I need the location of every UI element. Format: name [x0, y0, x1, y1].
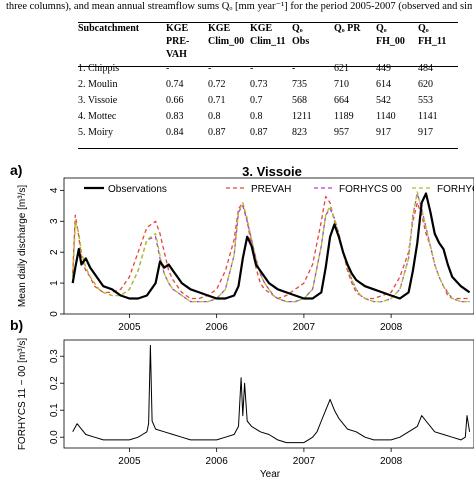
- table-cell-value: 1141: [418, 111, 438, 122]
- legend-label-prevah: PREVAH: [251, 184, 291, 195]
- table-cell-value: 664: [334, 95, 349, 106]
- table-cell-value: 917: [418, 127, 433, 138]
- panel-a-ytick-label: 3: [49, 218, 60, 224]
- table-row: 3. Vissoie 0.66 0.71 0.7 568 664 542 553: [78, 93, 458, 109]
- panel-b-axes: 2005 2006 2007 2008 0.0 0.1 0.2 0.3: [49, 349, 403, 467]
- table-cell-value: 621: [334, 63, 349, 74]
- table-row: 2. Moulin 0.74 0.72 0.73 735 710 614 620: [78, 77, 458, 93]
- panel-a-xtick-label: 2006: [206, 322, 229, 333]
- panel-b-xtick-label: 2005: [118, 456, 141, 467]
- panel-a-legend: Observations PREVAH FORHYCS 00 FORHYCS 1…: [84, 184, 474, 195]
- panel-b-series-forhycs-11-00: [72, 344, 471, 444]
- table-cell-value: 0.84: [166, 127, 184, 138]
- table-cell-value: -: [250, 63, 254, 74]
- table-top-rule: [78, 22, 458, 23]
- panel-b-frame: [63, 339, 474, 449]
- table-cell-value: 1211: [292, 111, 312, 122]
- panel-a-series-observations: [71, 192, 471, 300]
- header-kge-clim11: KGE Clim_11: [250, 23, 286, 47]
- table-cell-subcatchment: 3. Vissoie: [78, 95, 118, 106]
- table-row: 5. Moiry 0.84 0.87 0.87 823 957 917 917: [78, 125, 458, 141]
- panel-b-series: [72, 344, 471, 444]
- header-qo-pr: Qₒ PR: [334, 23, 361, 34]
- table-cell-value: 0.7: [250, 95, 263, 106]
- table-cell-value: 0.71: [208, 95, 226, 106]
- table-cell-value: -: [292, 63, 296, 74]
- panel-a-xtick-label: 2008: [380, 322, 403, 333]
- panel-b-ytick-label: 0.2: [49, 376, 60, 390]
- table-cell-value: 710: [334, 79, 349, 90]
- table-cell-value: 0.8: [208, 111, 221, 122]
- panel-a-letter: a): [10, 162, 23, 178]
- panel-a-title: 3. Vissoie: [242, 164, 302, 179]
- panel-b-xtick-label: 2006: [206, 456, 229, 467]
- panel-a-ytick-label: 0: [49, 311, 60, 317]
- table-cell-value: 614: [376, 79, 391, 90]
- header-qo-fh00: Qₒ FH_00: [376, 23, 405, 47]
- statistics-table: Subcatchment KGE PRE- VAH KGE Clim_00 KGE Cl…: [78, 22, 458, 141]
- table-header-row: Subcatchment KGE PRE- VAH KGE Clim_00 KGE Cl…: [78, 22, 458, 61]
- panel-a-xtick-label: 2005: [118, 322, 141, 333]
- table-cell-subcatchment: 4. Mottec: [78, 111, 117, 122]
- panel-a-series-forhycs-11: [72, 191, 470, 303]
- table-cell-value: 0.8: [250, 111, 263, 122]
- table-cell-value: 449: [376, 63, 391, 74]
- panel-a-series: [71, 191, 471, 303]
- table-bottom-rule: [78, 148, 458, 149]
- table-cell-subcatchment: 1. Chippis: [78, 63, 120, 74]
- legend-label-forhycs11: FORHYCS 11: [437, 184, 474, 195]
- table-cell-value: 568: [292, 95, 307, 106]
- table-cell-value: -: [166, 63, 170, 74]
- panel-a-ytick-label: 2: [49, 249, 60, 255]
- header-kge-clim00: KGE Clim_00: [208, 23, 245, 47]
- table-cell-value: 735: [292, 79, 307, 90]
- panel-a-series-prevah: [72, 195, 470, 300]
- panel-b-ytick-label: 0.3: [49, 349, 60, 363]
- table-cell-value: 0.87: [208, 127, 226, 138]
- table-cell-value: 0.72: [208, 79, 226, 90]
- table-cell-value: 1189: [334, 111, 354, 122]
- panel-b-ytick-label: 0.1: [49, 403, 60, 417]
- panel-a-ytick-label: 4: [49, 187, 60, 193]
- table-cell-value: 957: [334, 127, 349, 138]
- table-cell-value: 620: [418, 79, 433, 90]
- table-cell-value: 0.66: [166, 95, 184, 106]
- table-row: 4. Mottec 0.83 0.8 0.8 1211 1189 1140 1141: [78, 109, 458, 125]
- table-cell-value: 823: [292, 127, 307, 138]
- table-cell-value: 0.87: [250, 127, 268, 138]
- panel-a-frame: [63, 177, 474, 315]
- table-caption: three columns), and mean annual streamfl…: [6, 1, 472, 12]
- legend-label-observations: Observations: [108, 184, 167, 195]
- panel-a-xtick-label: 2007: [293, 322, 316, 333]
- table-body: 1. Chippis - - - -621 449 484 2. Moulin 0.74 0.72…: [78, 61, 458, 141]
- panel-a-ylabel: Mean daily discharge [m³/s]: [17, 185, 28, 307]
- table-cell-value: 0.83: [166, 111, 184, 122]
- table-cell-value: 1140: [376, 111, 396, 122]
- panel-b-ylabel: FORHYCS 11 − 00 [m³/s]: [17, 338, 28, 451]
- panel-b-letter: b): [10, 317, 24, 333]
- header-kge-prevah: KGE PRE- VAH: [166, 23, 190, 60]
- table-cell-value: -: [208, 63, 212, 74]
- panel-b-xtick-label: 2008: [380, 456, 403, 467]
- panel-b-xlabel: Year: [260, 469, 281, 480]
- table-cell-value: 917: [376, 127, 391, 138]
- table-cell-value: 0.74: [166, 79, 184, 90]
- panel-b-xtick-label: 2007: [293, 456, 316, 467]
- header-qo-obs: Qₒ Obs: [292, 23, 310, 47]
- header-qo-fh11: Qₒ FH_11: [418, 23, 447, 47]
- table-cell-value: 542: [376, 95, 391, 106]
- table-cell-value: 553: [418, 95, 433, 106]
- table-row: 1. Chippis - - - - 621 449 484: [78, 61, 458, 77]
- table-cell-subcatchment: 5. Moiry: [78, 127, 113, 138]
- panel-b-ytick-label: 0.0: [49, 430, 60, 444]
- panel-a-ytick-label: 1: [49, 280, 60, 286]
- table-header-rule: [78, 66, 458, 67]
- table-cell-value: 0.73: [250, 79, 268, 90]
- header-subcatchment: Subcatchment: [78, 23, 140, 34]
- legend-label-forhycs00: FORHYCS 00: [339, 184, 402, 195]
- table-cell-subcatchment: 2. Moulin: [78, 79, 118, 90]
- table-cell-value: 484: [418, 63, 433, 74]
- panel-a-axes: 2005 2006 2007 2008 0 1 2 3 4: [49, 187, 403, 333]
